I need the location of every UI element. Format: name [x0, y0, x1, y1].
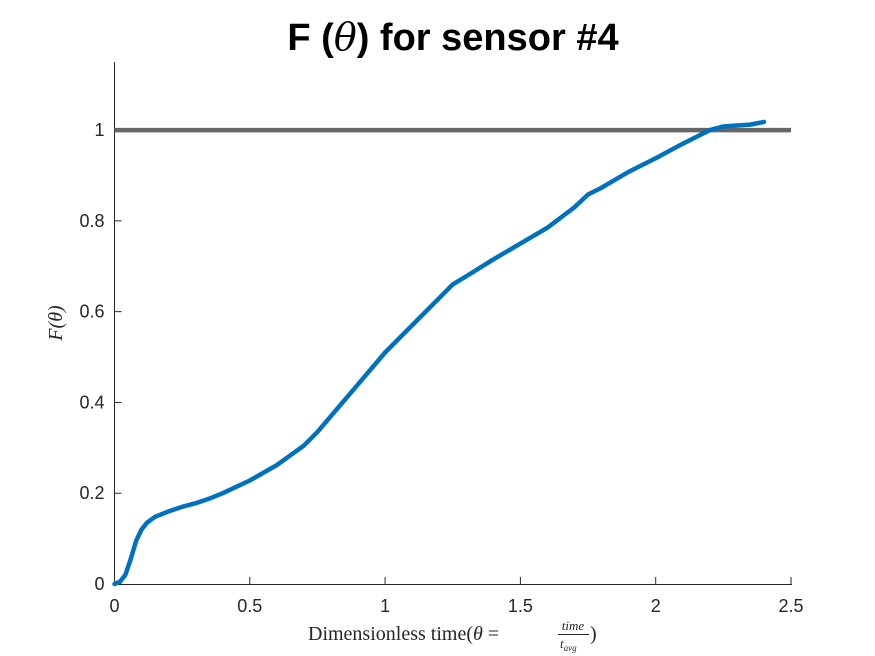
- x-axis-label-text: Dimensionless time(: [308, 623, 473, 645]
- x-tick-label: 0.5: [237, 596, 262, 616]
- chart-title-prefix: F (: [287, 17, 334, 59]
- x-axis-label-denominator-sub: avg: [564, 643, 577, 653]
- chart-title: F (θ) for sensor #4: [287, 15, 618, 59]
- y-axis-label: F(θ): [45, 305, 67, 342]
- y-tick-label: 0.4: [79, 392, 104, 412]
- chart-title-suffix: ) for sensor #4: [357, 17, 619, 59]
- x-tick-label: 0: [109, 596, 119, 616]
- x-tick-label: 1.5: [508, 596, 533, 616]
- x-axis-label-theta: θ: [473, 623, 483, 645]
- y-tick-label: 0: [94, 574, 104, 594]
- x-ticks: 0 0.5 1 1.5 2 2.5: [109, 577, 804, 616]
- y-tick-label: 1: [94, 120, 104, 140]
- x-axis-label-numerator: time: [562, 618, 585, 633]
- series-line: [112, 119, 767, 587]
- x-axis-label-close: ): [590, 623, 597, 645]
- y-tick-label: 0.2: [79, 483, 104, 503]
- x-tick-label: 2.5: [778, 596, 803, 616]
- x-axis-label-equals: =: [483, 623, 499, 645]
- x-axis-label-denominator: tavg: [560, 636, 577, 653]
- x-axis-label: Dimensionless time(θ =: [308, 623, 499, 645]
- x-tick-label: 2: [651, 596, 661, 616]
- x-axis-label-denominator-base: t: [560, 636, 564, 651]
- y-tick-label: 0.6: [79, 302, 104, 322]
- y-ticks: 0 0.2 0.4 0.6 0.8 1: [79, 120, 122, 594]
- chart-title-symbol: θ: [334, 15, 357, 59]
- x-tick-label: 1: [380, 596, 390, 616]
- y-tick-label: 0.8: [79, 211, 104, 231]
